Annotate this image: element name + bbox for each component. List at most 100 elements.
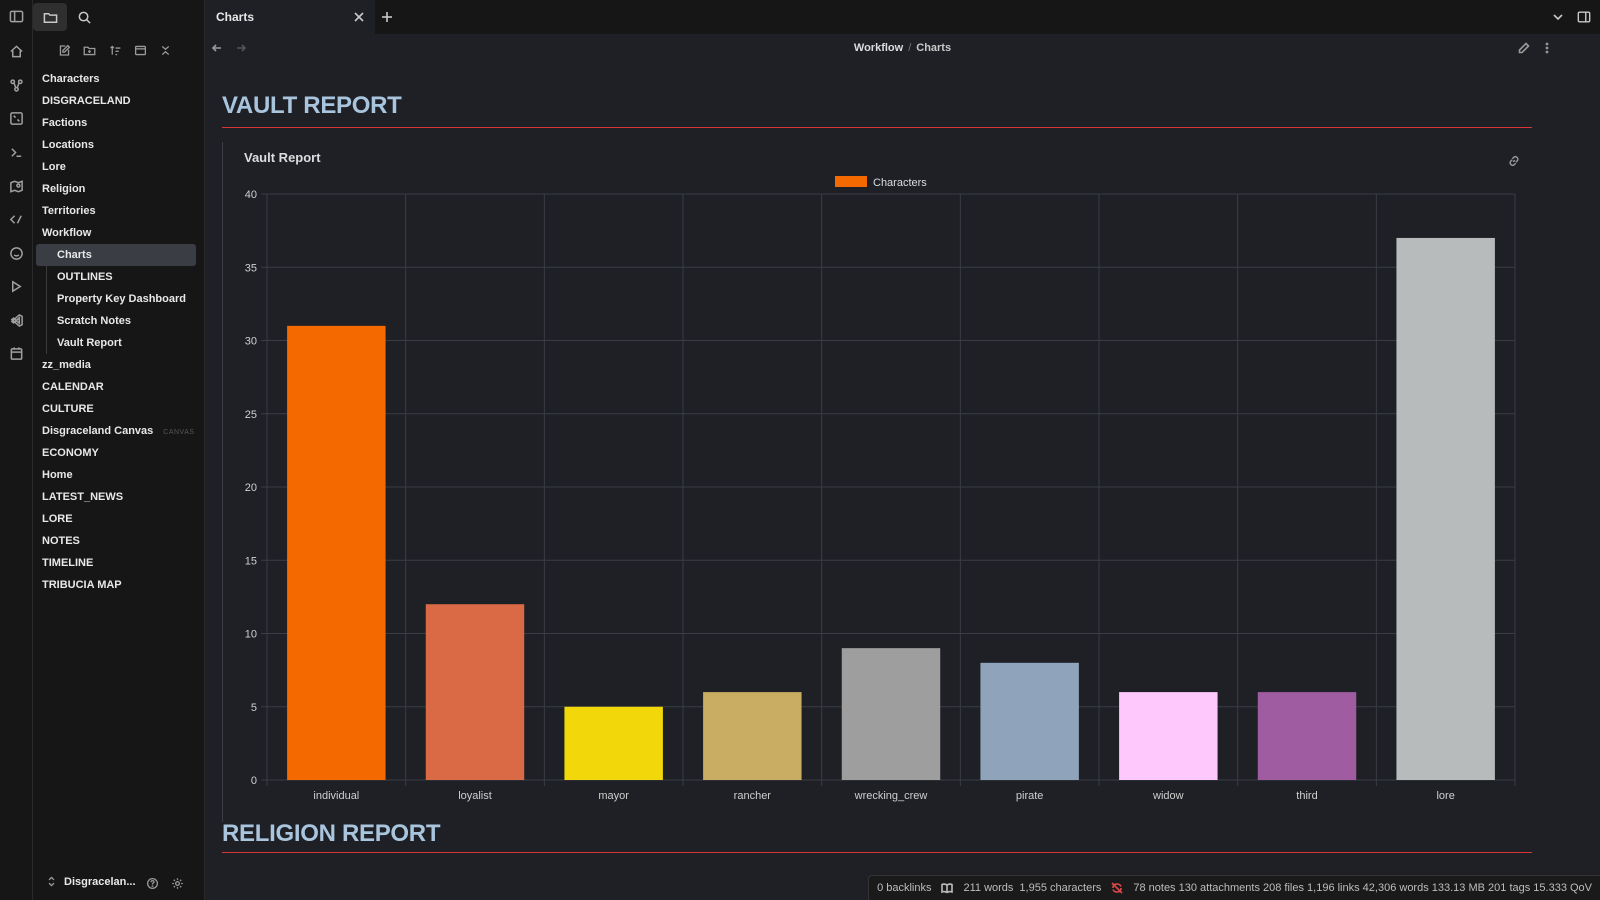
file-disgraceland-canvas[interactable]: Disgraceland Canvas CANVAS xyxy=(33,420,205,442)
home-icon[interactable] xyxy=(6,41,26,61)
note-content: VAULT REPORT Vault Report 0 5 10 15 20 25 30 35… xyxy=(222,64,1532,864)
breadcrumb-separator: / xyxy=(908,42,912,54)
bar-pirate xyxy=(980,662,1079,780)
sync-off-icon[interactable] xyxy=(1111,882,1123,894)
y-tick-label: 20 xyxy=(245,482,257,494)
map-icon[interactable] xyxy=(6,176,26,196)
bar-third xyxy=(1257,692,1357,780)
heading-vault-report: VAULT REPORT xyxy=(222,92,402,119)
canvas-file-tag: CANVAS xyxy=(163,429,195,436)
file-outlines[interactable]: OUTLINES xyxy=(57,271,113,283)
calendar-icon[interactable] xyxy=(6,343,26,363)
link-icon[interactable] xyxy=(1507,154,1521,168)
canvas-icon[interactable] xyxy=(6,108,26,128)
file-culture[interactable]: CULTURE xyxy=(42,403,94,415)
status-bar: 0 backlinks 211 words 1,955 characters 7… xyxy=(868,875,1600,900)
file-tribucia-map[interactable]: TRIBUCIA MAP xyxy=(42,579,122,591)
tab-list-chevron-down-icon[interactable] xyxy=(1552,11,1564,23)
bar-wrecking_crew xyxy=(841,648,941,780)
folder-locations[interactable]: Locations xyxy=(42,139,94,151)
file-timeline[interactable]: TIMELINE xyxy=(42,557,94,569)
folder-zz-media[interactable]: zz_media xyxy=(42,359,91,371)
file-charts[interactable]: Charts xyxy=(36,244,196,266)
back-arrow-icon[interactable] xyxy=(211,42,223,54)
x-tick-label: widow xyxy=(1152,790,1184,802)
reading-book-icon[interactable] xyxy=(941,882,954,894)
backlinks-count[interactable]: 0 backlinks xyxy=(877,882,932,894)
templater-icon[interactable] xyxy=(6,209,26,229)
bar-mayor xyxy=(564,706,663,780)
x-tick-label: lore xyxy=(1436,790,1454,802)
edit-pencil-icon[interactable] xyxy=(1518,42,1530,54)
vault-statistics: 78 notes 130 attachments 208 files 1,196… xyxy=(1133,882,1592,894)
right-sidebar-toggle-icon[interactable] xyxy=(1577,10,1591,24)
file-home[interactable]: Home xyxy=(42,469,73,481)
file-latest-news[interactable]: LATEST_NEWS xyxy=(42,491,124,503)
bar-individual xyxy=(287,325,386,780)
terminal-icon[interactable] xyxy=(6,142,26,162)
folder-workflow[interactable]: Workflow xyxy=(42,227,92,239)
files-tab-folder-icon[interactable] xyxy=(33,3,67,31)
close-tab-icon[interactable] xyxy=(353,11,365,23)
more-options-icon[interactable] xyxy=(1541,42,1553,54)
sidebar-toggle-icon[interactable] xyxy=(6,6,26,26)
new-folder-icon[interactable] xyxy=(79,40,99,60)
folder-lore[interactable]: Lore xyxy=(42,161,66,173)
file-economy[interactable]: ECONOMY xyxy=(42,447,99,459)
file-explorer-actions xyxy=(33,38,205,62)
y-tick-label: 5 xyxy=(251,702,257,714)
auto-reveal-icon[interactable] xyxy=(130,40,150,60)
file-lore[interactable]: LORE xyxy=(42,513,73,525)
y-tick-label: 0 xyxy=(251,775,257,787)
file-calendar[interactable]: CALENDAR xyxy=(42,381,104,393)
file-property-key-dashboard[interactable]: Property Key Dashboard xyxy=(57,293,186,305)
chart-title: Vault Report xyxy=(244,150,321,165)
folder-territories[interactable]: Territories xyxy=(42,205,96,217)
tab-charts[interactable]: Charts xyxy=(205,0,375,34)
file-notes[interactable]: NOTES xyxy=(42,535,80,547)
character-count: 1,955 characters xyxy=(1019,882,1102,894)
play-icon[interactable] xyxy=(6,276,26,296)
file-disgraceland[interactable]: DISGRACELAND xyxy=(42,95,131,107)
bar-lore xyxy=(1396,237,1495,780)
bar-widow xyxy=(1119,692,1218,780)
file-scratch-notes[interactable]: Scratch Notes xyxy=(57,315,131,327)
x-tick-label: rancher xyxy=(734,790,772,802)
file-tree: Characters DISGRACELAND Factions Locatio… xyxy=(33,68,205,596)
new-note-icon[interactable] xyxy=(54,40,74,60)
y-tick-label: 25 xyxy=(245,409,257,421)
settings-gear-icon[interactable] xyxy=(171,877,184,893)
folder-factions[interactable]: Factions xyxy=(42,117,88,129)
tree-indent-guide xyxy=(46,244,47,354)
word-count: 211 words xyxy=(963,882,1014,894)
folder-religion[interactable]: Religion xyxy=(42,183,86,195)
vault-switcher[interactable]: Disgracelan... xyxy=(45,875,136,888)
face-icon[interactable] xyxy=(6,243,26,263)
x-tick-label: wrecking_crew xyxy=(854,790,928,802)
tab-title: Charts xyxy=(216,10,255,24)
x-tick-label: individual xyxy=(313,790,359,802)
y-tick-label: 40 xyxy=(245,189,257,201)
breadcrumb-parent[interactable]: Workflow xyxy=(853,42,904,54)
bar-rancher xyxy=(703,692,802,780)
bar-chart: 0 5 10 15 20 25 30 35 40 individual loyalist mayor r… xyxy=(245,176,1516,802)
help-icon[interactable] xyxy=(146,877,159,893)
sidebar-footer: Disgracelan... xyxy=(33,866,205,900)
chart-container: Vault Report 0 5 10 15 20 25 30 35 40 individual l… xyxy=(222,142,1532,822)
vault-name: Disgracelan... xyxy=(64,875,136,888)
graph-icon[interactable] xyxy=(6,75,26,95)
new-tab-plus-icon[interactable] xyxy=(381,11,393,23)
sort-icon[interactable] xyxy=(105,40,125,60)
heading-underline xyxy=(222,127,1532,128)
vscode-icon[interactable] xyxy=(6,310,26,330)
y-tick-label: 15 xyxy=(245,555,257,567)
bar-loyalist xyxy=(425,604,525,780)
search-icon[interactable] xyxy=(67,3,101,31)
file-vault-report[interactable]: Vault Report xyxy=(57,337,122,349)
breadcrumb-current[interactable]: Charts xyxy=(916,42,952,54)
x-tick-label: mayor xyxy=(598,790,629,802)
collapse-all-icon[interactable] xyxy=(155,40,175,60)
folder-characters[interactable]: Characters xyxy=(42,73,100,85)
forward-arrow-icon[interactable] xyxy=(235,42,247,54)
legend-swatch xyxy=(835,176,867,187)
